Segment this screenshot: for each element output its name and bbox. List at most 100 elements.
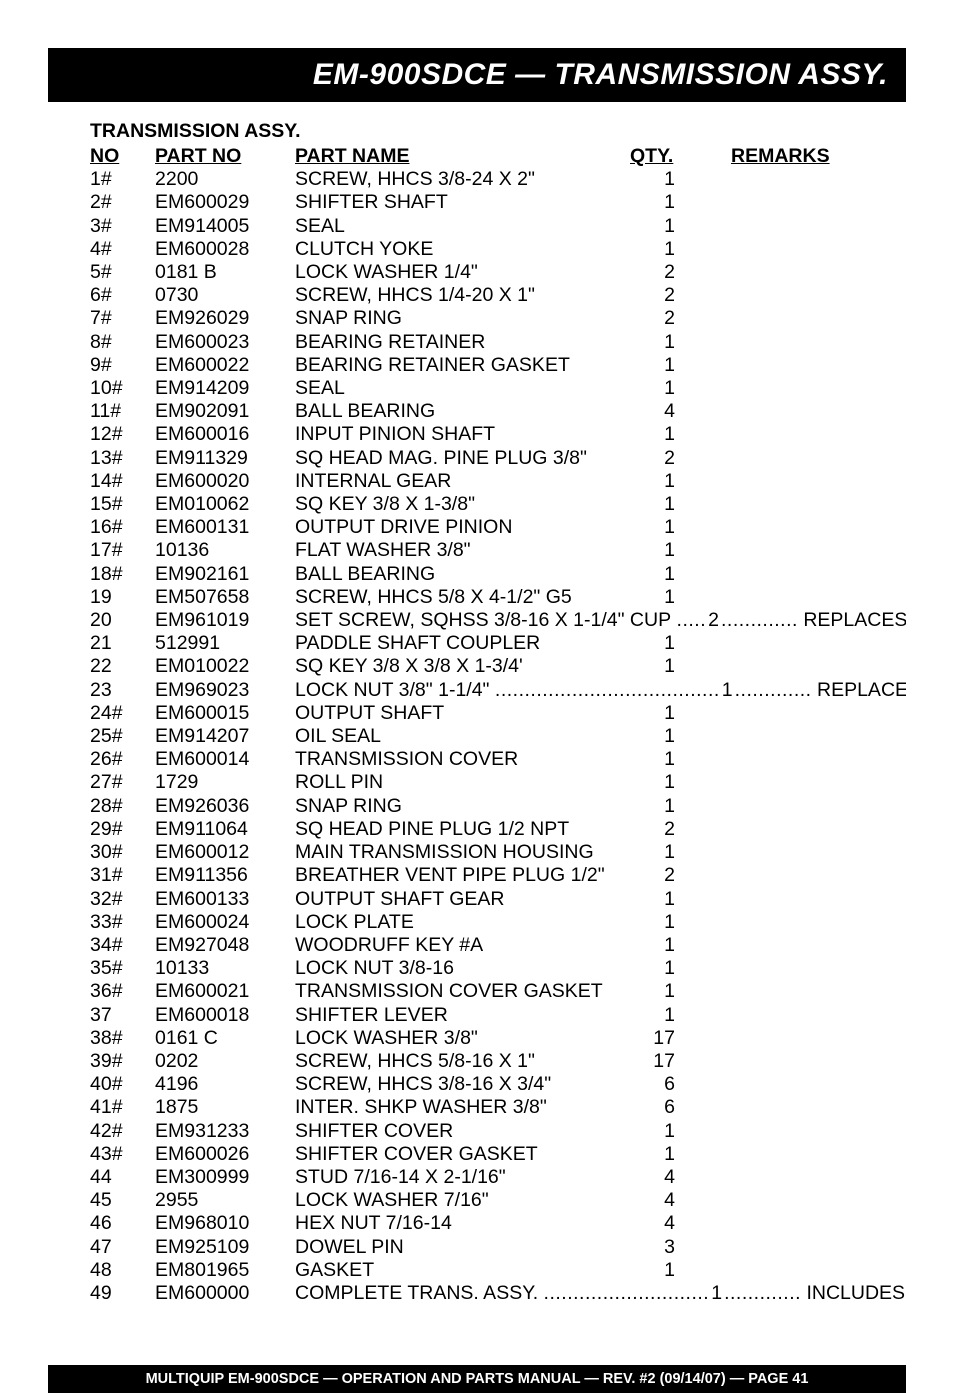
table-row: 7#EM926029SNAP RING2 [90, 307, 906, 330]
cell-name: SQ KEY 3/8 X 1-3/8" [295, 493, 630, 516]
cell-qty: 6 [630, 1096, 679, 1119]
table-row: 47EM925109DOWEL PIN3 [90, 1236, 906, 1259]
footer-bar: MULTIQUIP EM-900SDCE — OPERATION AND PAR… [48, 1365, 906, 1393]
cell-name: BEARING RETAINER [295, 331, 630, 354]
cell-name: COMPLETE TRANS. ASSY. [295, 1282, 544, 1305]
cell-no: 8# [90, 331, 155, 354]
cell-partno: EM911064 [155, 818, 295, 841]
cell-name: LOCK WASHER 1/4" [295, 261, 630, 284]
table-row: 49EM600000COMPLETE TRANS. ASSY. ........… [90, 1282, 906, 1305]
cell-no: 26# [90, 748, 155, 771]
cell-no: 47 [90, 1236, 155, 1259]
table-row: 25#EM914207OIL SEAL1 [90, 725, 906, 748]
header-partname: PART NAME [295, 145, 630, 168]
cell-qty: 1 [630, 516, 679, 539]
cell-qty: 1 [630, 539, 679, 562]
cell-partno: EM600020 [155, 470, 295, 493]
cell-qty: 1 [630, 980, 679, 1003]
cell-qty: 1 [630, 586, 679, 609]
cell-no: 25# [90, 725, 155, 748]
cell-partno: EM600026 [155, 1143, 295, 1166]
cell-no: 13# [90, 447, 155, 470]
cell-qty: 1 [630, 632, 679, 655]
table-row: 30#EM600012MAIN TRANSMISSION HOUSING1 [90, 841, 906, 864]
cell-name: SEAL [295, 377, 630, 400]
cell-no: 40# [90, 1073, 155, 1096]
cell-no: 3# [90, 215, 155, 238]
cell-partno: EM914207 [155, 725, 295, 748]
cell-qty: 1 [630, 1259, 679, 1282]
cell-name: SQ KEY 3/8 X 3/8 X 1-3/4' [295, 655, 630, 678]
cell-no: 24# [90, 702, 155, 725]
cell-partno: EM600029 [155, 191, 295, 214]
cell-qty: 1 [630, 957, 679, 980]
cell-partno: EM600021 [155, 980, 295, 1003]
table-row: 2#EM600029SHIFTER SHAFT1 [90, 191, 906, 214]
cell-partno: 0202 [155, 1050, 295, 1073]
cell-partno: 1875 [155, 1096, 295, 1119]
cell-name: SET SCREW, SQHSS 3/8-16 X 1-1/4" CUP [295, 609, 677, 632]
cell-no: 45 [90, 1189, 155, 1212]
cell-name: CLUTCH YOKE [295, 238, 630, 261]
cell-qty: 1 [630, 1004, 679, 1027]
table-row: 20EM961019SET SCREW, SQHSS 3/8-16 X 1-1/… [90, 609, 906, 632]
table-row: 41#1875INTER. SHKP WASHER 3/8"6 [90, 1096, 906, 1119]
cell-qty: 1 [630, 493, 679, 516]
cell-name: INTERNAL GEAR [295, 470, 630, 493]
cell-qty: 17 [630, 1027, 679, 1050]
table-row: 48EM801965GASKET1 [90, 1259, 906, 1282]
cell-qty: 2 [630, 307, 679, 330]
cell-name: PADDLE SHAFT COUPLER [295, 632, 630, 655]
cell-name: SHIFTER LEVER [295, 1004, 630, 1027]
cell-name: LOCK WASHER 7/16" [295, 1189, 630, 1212]
cell-no: 12# [90, 423, 155, 446]
cell-name: SCREW, HHCS 5/8-16 X 1" [295, 1050, 630, 1073]
cell-name: OUTPUT DRIVE PINION [295, 516, 630, 539]
cell-qty: 1 [630, 655, 679, 678]
section-heading: TRANSMISSION ASSY. [90, 120, 906, 143]
table-row: 8#EM600023BEARING RETAINER1 [90, 331, 906, 354]
cell-qty: 2 [630, 818, 679, 841]
dots: ............................ [544, 1282, 710, 1305]
cell-no: 49 [90, 1282, 155, 1305]
cell-name: SCREW, HHCS 1/4-20 X 1" [295, 284, 630, 307]
cell-qty: 2 [630, 864, 679, 887]
table-row: 39#0202SCREW, HHCS 5/8-16 X 1"17 [90, 1050, 906, 1073]
cell-partno: EM600016 [155, 423, 295, 446]
title-bar: EM-900SDCE — TRANSMISSION ASSY. [48, 48, 906, 102]
dots: ............. [735, 679, 812, 702]
cell-partno: EM600131 [155, 516, 295, 539]
rows-container: 1#2200SCREW, HHCS 3/8-24 X 2"12#EM600029… [90, 168, 906, 1305]
cell-qty: 1 [630, 354, 679, 377]
table-row: 4#EM600028CLUTCH YOKE1 [90, 238, 906, 261]
cell-qty: 1 [630, 563, 679, 586]
cell-qty: 1 [630, 934, 679, 957]
cell-name: TRANSMISSION COVER [295, 748, 630, 771]
cell-name: ROLL PIN [295, 771, 630, 794]
cell-partno: 10133 [155, 957, 295, 980]
cell-no: 23 [90, 679, 155, 702]
cell-remarks: REPLACES P/N 492484 [798, 609, 906, 632]
table-row: 15#EM010062SQ KEY 3/8 X 1-3/8"1 [90, 493, 906, 516]
cell-partno: 1729 [155, 771, 295, 794]
cell-name: STUD 7/16-14 X 2-1/16" [295, 1166, 630, 1189]
cell-partno: 4196 [155, 1073, 295, 1096]
cell-qty: 1 [630, 748, 679, 771]
cell-qty: 1 [630, 795, 679, 818]
cell-no: 41# [90, 1096, 155, 1119]
table-row: 1#2200SCREW, HHCS 3/8-24 X 2"1 [90, 168, 906, 191]
table-row: 43#EM600026SHIFTER COVER GASKET1 [90, 1143, 906, 1166]
table-row: 28#EM926036SNAP RING1 [90, 795, 906, 818]
cell-qty: 2 [706, 609, 721, 632]
cell-partno: EM911356 [155, 864, 295, 887]
table-row: 11#EM902091BALL BEARING4 [90, 400, 906, 423]
table-row: 3#EM914005SEAL1 [90, 215, 906, 238]
cell-qty: 1 [630, 911, 679, 934]
cell-partno: EM600023 [155, 331, 295, 354]
dots: ............. [724, 1282, 801, 1305]
cell-no: 36# [90, 980, 155, 1003]
cell-no: 35# [90, 957, 155, 980]
cell-no: 6# [90, 284, 155, 307]
cell-remarks: REPLACES P/N 492586 [812, 679, 906, 702]
cell-name: SCREW, HHCS 5/8 X 4-1/2" G5 [295, 586, 630, 609]
